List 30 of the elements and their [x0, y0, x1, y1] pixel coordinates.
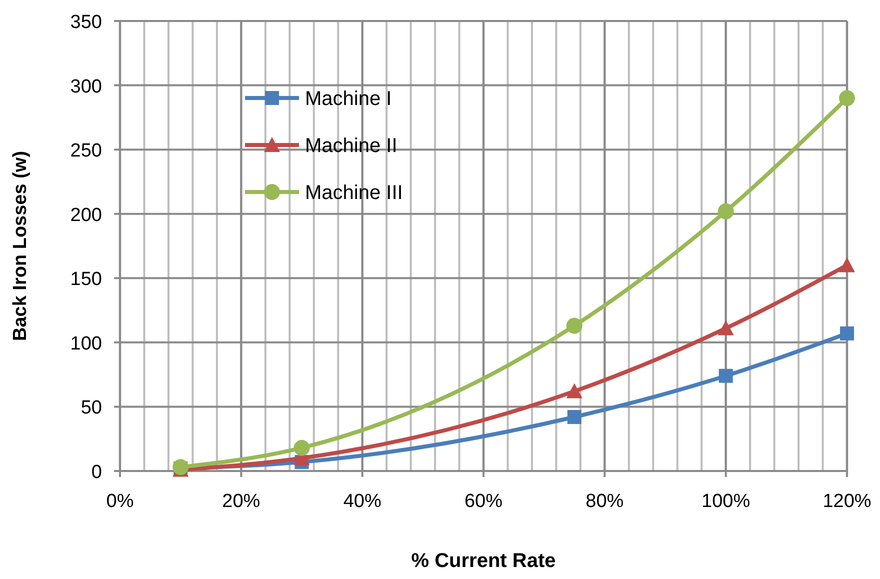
y-tick-label: 150 — [70, 269, 102, 290]
y-tick-label: 300 — [70, 76, 102, 98]
y-tick-label: 200 — [70, 204, 102, 226]
point — [566, 383, 582, 398]
y-tick-label: 50 — [80, 398, 102, 419]
point — [294, 440, 310, 456]
point — [839, 257, 855, 272]
x-tick-label: 40% — [343, 491, 382, 512]
y-axis-title: Back Iron Losses (w) — [10, 150, 31, 342]
x-tick-label: 0% — [106, 491, 134, 512]
legend-label: Machine III — [305, 182, 403, 204]
y-tick-label: 0 — [91, 462, 102, 483]
legend-label: Machine II — [305, 135, 398, 157]
y-tick-label: 100 — [70, 333, 102, 354]
x-tick-label: 80% — [586, 491, 624, 512]
y-tick-label: 250 — [70, 140, 102, 162]
point — [718, 368, 733, 383]
point — [718, 203, 734, 220]
x-tick-label: 120% — [822, 491, 872, 512]
point — [567, 410, 582, 424]
point — [718, 320, 734, 336]
point — [839, 90, 855, 106]
point — [840, 326, 854, 340]
legend-label: Machine I — [305, 88, 392, 110]
x-tick-label: 20% — [222, 491, 260, 512]
x-tick-label: 100% — [702, 491, 750, 512]
x-axis-title: % Current Rate — [411, 550, 556, 572]
x-tick-label: 60% — [464, 491, 503, 512]
point — [566, 318, 582, 334]
y-tick-label: 350 — [70, 12, 102, 33]
